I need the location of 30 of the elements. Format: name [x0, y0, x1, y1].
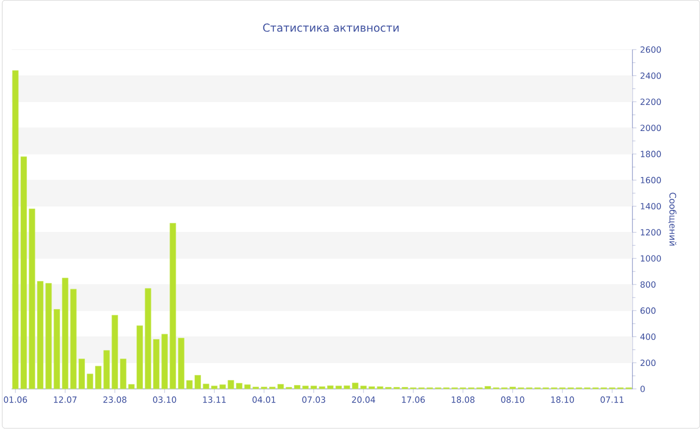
- x-tick-label: 07.03: [302, 396, 326, 404]
- y-tick-label: 800: [640, 282, 656, 288]
- x-tick-label: 03.10: [153, 396, 176, 404]
- x-tick-label: 08.10: [501, 396, 524, 404]
- bar: [12, 70, 19, 390]
- y-tick-label: 1800: [640, 151, 661, 158]
- x-tick-label: 23.08: [103, 396, 126, 404]
- x-tick-label: 18.08: [452, 396, 474, 404]
- y-tick-label: 1400: [640, 203, 661, 210]
- y-tick-label: 0: [640, 386, 645, 392]
- y-tick-label: 1000: [640, 255, 661, 262]
- x-tick-label: 18.10: [551, 396, 574, 404]
- x-tick-label: 13.11: [203, 396, 226, 404]
- x-tick-label: 04.01: [252, 396, 276, 404]
- x-tick-label: 07.11: [600, 396, 624, 404]
- y-tick-label: 2600: [640, 46, 661, 54]
- x-tick-label: 20.04: [352, 396, 376, 404]
- y-tick-label: 1200: [640, 229, 661, 236]
- chart-title: Статистика активности: [263, 24, 399, 32]
- x-tick-label: 01.06: [4, 396, 27, 404]
- y-tick-label: 2400: [640, 72, 661, 80]
- y-tick-label: 2000: [640, 124, 661, 132]
- y-tick-label: 1600: [640, 177, 661, 184]
- y-tick-label: 400: [640, 334, 656, 340]
- y-axis-title: Сообщений: [668, 192, 676, 246]
- y-tick-label: 600: [640, 308, 656, 314]
- y-tick-label: 2200: [640, 98, 661, 106]
- y-tick-label: 200: [640, 360, 656, 366]
- x-tick-label: 12.07: [54, 396, 77, 404]
- x-tick-label: 17.06: [402, 396, 425, 404]
